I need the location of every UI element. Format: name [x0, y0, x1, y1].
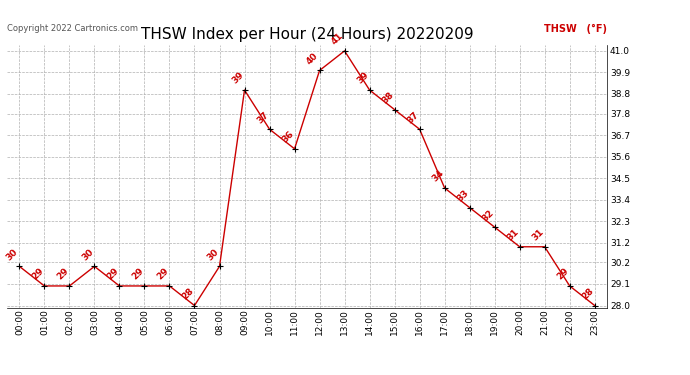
Text: 36: 36	[280, 129, 295, 145]
Title: THSW Index per Hour (24 Hours) 20220209: THSW Index per Hour (24 Hours) 20220209	[141, 27, 473, 42]
Text: 37: 37	[405, 110, 420, 125]
Text: 31: 31	[505, 227, 520, 243]
Text: 31: 31	[530, 227, 545, 243]
Text: 41: 41	[330, 32, 345, 47]
Text: 30: 30	[5, 247, 20, 262]
Text: 37: 37	[255, 110, 270, 125]
Text: 30: 30	[205, 247, 220, 262]
Text: 28: 28	[180, 286, 195, 302]
Text: 32: 32	[480, 208, 495, 223]
Text: 29: 29	[55, 267, 70, 282]
Text: 29: 29	[155, 267, 170, 282]
Text: 29: 29	[555, 267, 571, 282]
Text: 30: 30	[80, 247, 95, 262]
Text: 34: 34	[430, 168, 445, 184]
Text: 29: 29	[30, 267, 45, 282]
Text: 39: 39	[230, 70, 245, 86]
Text: THSW (°F): THSW (°F)	[544, 24, 607, 34]
Text: 29: 29	[105, 267, 120, 282]
Text: 29: 29	[130, 267, 145, 282]
Text: Copyright 2022 Cartronics.com: Copyright 2022 Cartronics.com	[7, 24, 138, 33]
Text: 39: 39	[355, 70, 371, 86]
Text: 33: 33	[455, 188, 471, 203]
Text: 28: 28	[580, 286, 595, 302]
Text: 40: 40	[305, 51, 320, 66]
Text: 38: 38	[380, 90, 395, 105]
